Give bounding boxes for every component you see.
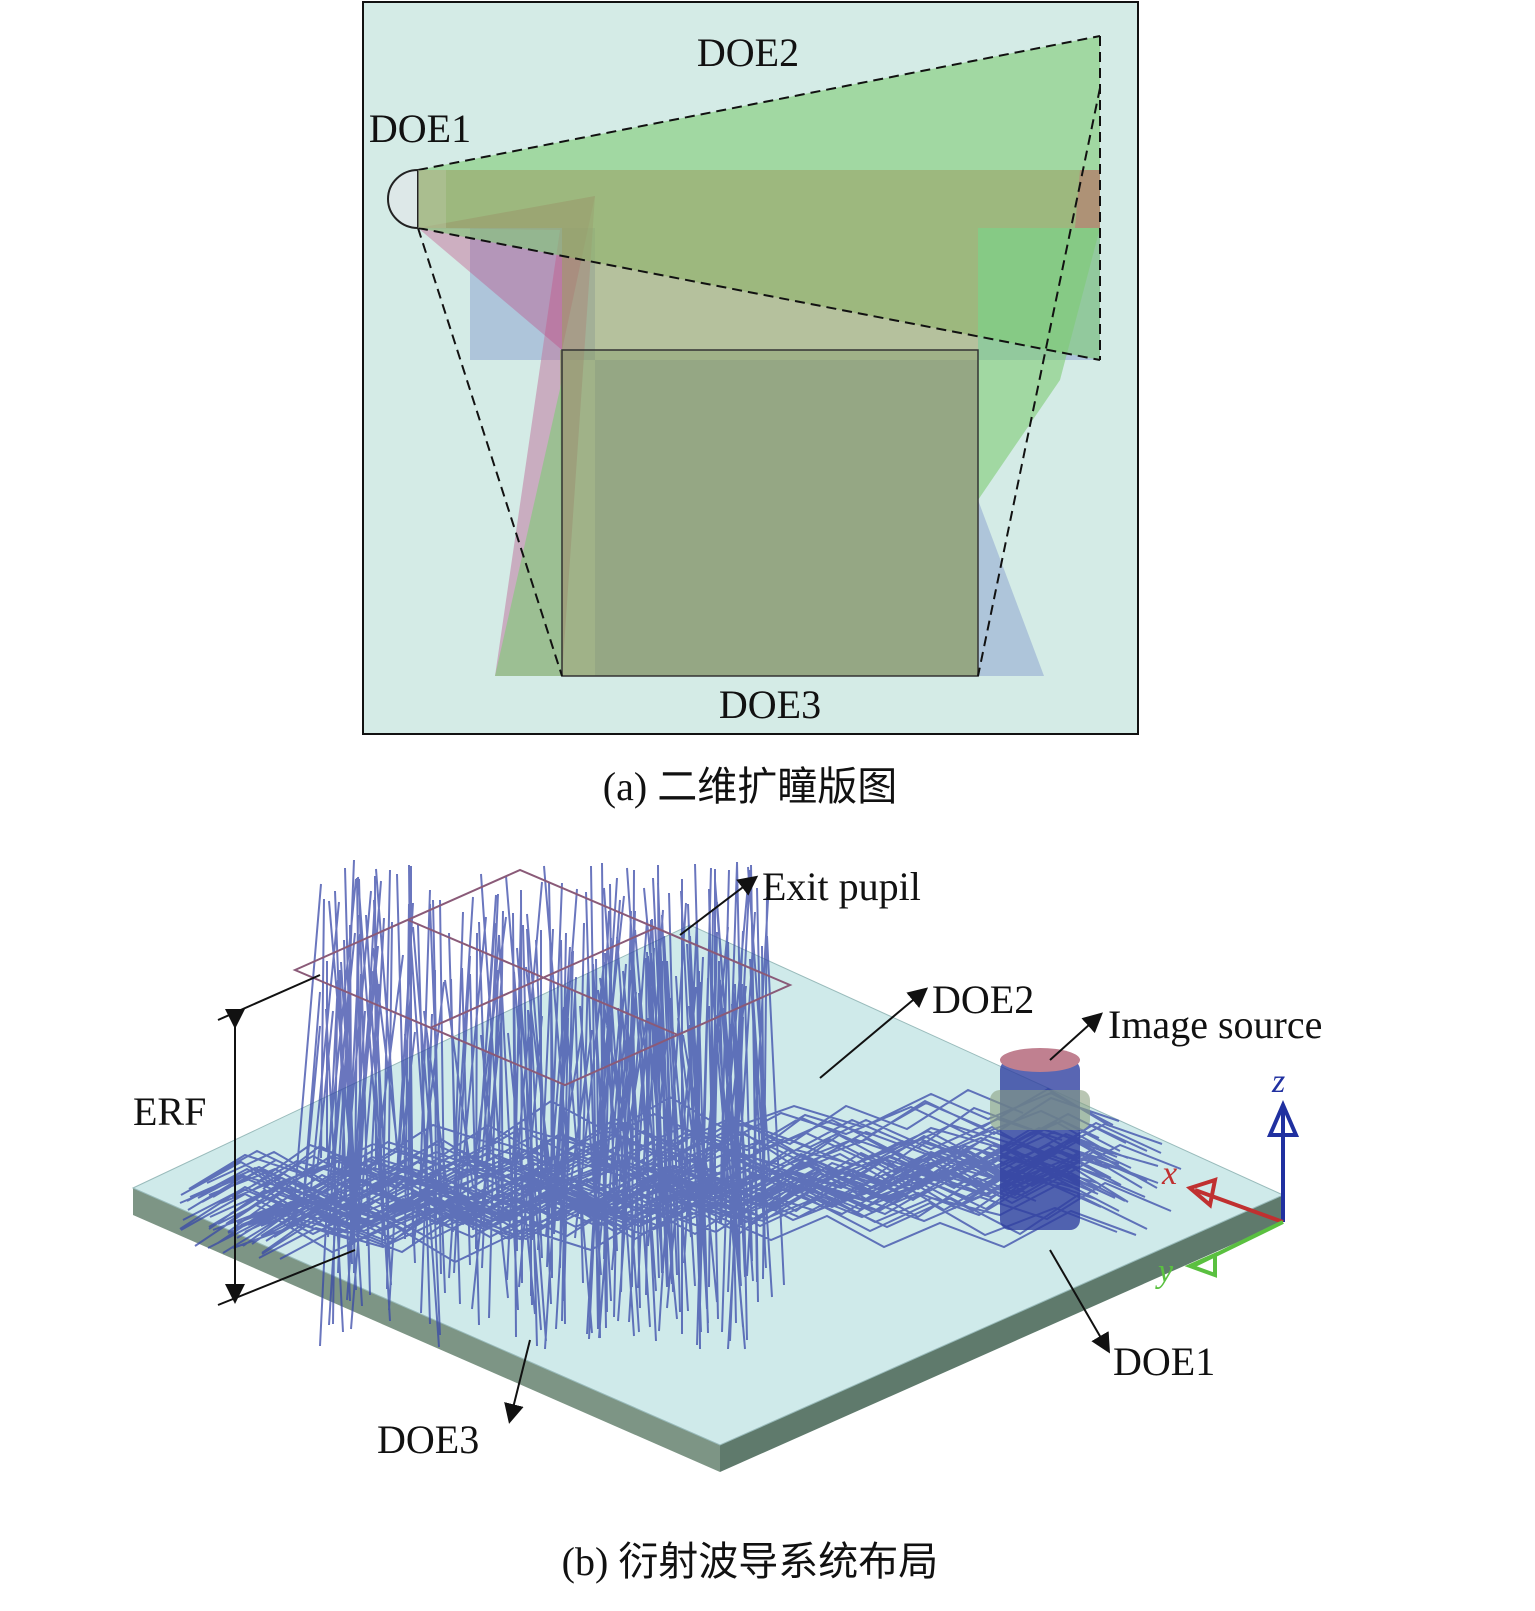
label: ERF xyxy=(133,1089,206,1134)
doe1-shape xyxy=(387,168,419,230)
slab-side xyxy=(133,1188,720,1472)
green-left xyxy=(495,380,562,676)
overlap-region xyxy=(418,170,1100,350)
image-source xyxy=(990,1048,1090,1230)
panel-b: Exit pupil DOE2 Image source DOE1 DOE3 E… xyxy=(131,859,1322,1584)
exit-pupil-grid xyxy=(292,868,793,1087)
axes xyxy=(1184,1099,1300,1278)
label: DOE1 xyxy=(1113,1339,1215,1384)
doe1-fill xyxy=(418,170,446,228)
caption: (b) 衍射波导系统布局 xyxy=(562,1539,939,1584)
dashed-lines xyxy=(417,35,1101,677)
caption: (a) 二维扩瞳版图 xyxy=(603,764,897,809)
label: DOE3 xyxy=(377,1417,479,1462)
axis-label: y xyxy=(1155,1253,1174,1290)
slab-side xyxy=(720,1195,1283,1472)
axis-label: x xyxy=(1161,1155,1177,1192)
label: DOE2 xyxy=(697,30,799,75)
doe3-region xyxy=(560,350,978,676)
green-right xyxy=(978,228,1100,500)
label: Exit pupil xyxy=(762,864,921,909)
label: DOE3 xyxy=(719,682,821,727)
label: DOE2 xyxy=(932,977,1034,1022)
leader-lines xyxy=(217,875,1111,1424)
label: Image source xyxy=(1108,1002,1322,1047)
panel-a: DOE2 DOE1 DOE3 (a) 二维扩瞳版图 xyxy=(362,1,1139,809)
doe3-outline xyxy=(561,349,979,677)
axis-label: z xyxy=(1271,1063,1285,1100)
label: DOE1 xyxy=(369,106,471,151)
